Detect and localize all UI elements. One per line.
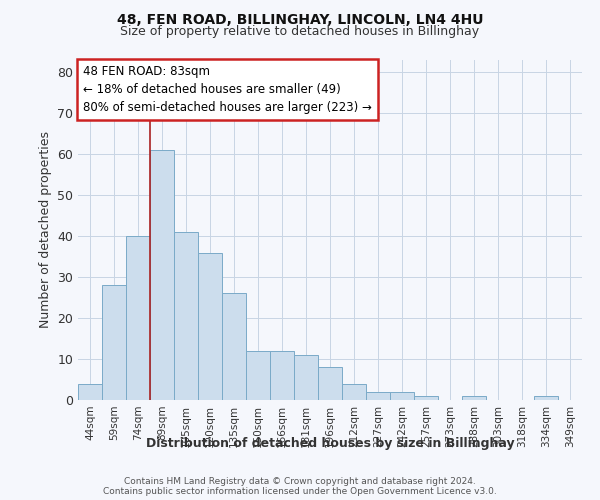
Bar xyxy=(198,252,222,400)
Y-axis label: Number of detached properties: Number of detached properties xyxy=(38,132,52,328)
Bar xyxy=(270,351,294,400)
Bar xyxy=(414,396,438,400)
Text: Contains HM Land Registry data © Crown copyright and database right 2024.: Contains HM Land Registry data © Crown c… xyxy=(124,478,476,486)
Bar xyxy=(78,384,102,400)
Text: 48 FEN ROAD: 83sqm
← 18% of detached houses are smaller (49)
80% of semi-detache: 48 FEN ROAD: 83sqm ← 18% of detached hou… xyxy=(83,65,372,114)
Bar xyxy=(390,392,414,400)
Bar xyxy=(342,384,366,400)
Bar xyxy=(102,286,126,400)
Bar xyxy=(126,236,150,400)
Text: Contains public sector information licensed under the Open Government Licence v3: Contains public sector information licen… xyxy=(103,488,497,496)
Bar xyxy=(246,351,270,400)
Bar xyxy=(222,294,246,400)
Bar xyxy=(318,367,342,400)
Text: 48, FEN ROAD, BILLINGHAY, LINCOLN, LN4 4HU: 48, FEN ROAD, BILLINGHAY, LINCOLN, LN4 4… xyxy=(117,12,483,26)
Bar xyxy=(366,392,390,400)
Bar xyxy=(150,150,174,400)
Text: Size of property relative to detached houses in Billinghay: Size of property relative to detached ho… xyxy=(121,25,479,38)
Bar xyxy=(294,355,318,400)
Text: Distribution of detached houses by size in Billinghay: Distribution of detached houses by size … xyxy=(146,438,514,450)
Bar xyxy=(534,396,558,400)
Bar xyxy=(174,232,198,400)
Bar xyxy=(462,396,486,400)
